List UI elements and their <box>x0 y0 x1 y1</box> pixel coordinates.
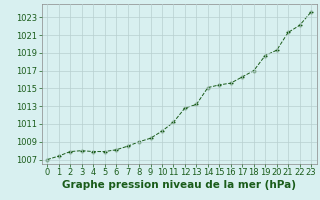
X-axis label: Graphe pression niveau de la mer (hPa): Graphe pression niveau de la mer (hPa) <box>62 180 296 190</box>
